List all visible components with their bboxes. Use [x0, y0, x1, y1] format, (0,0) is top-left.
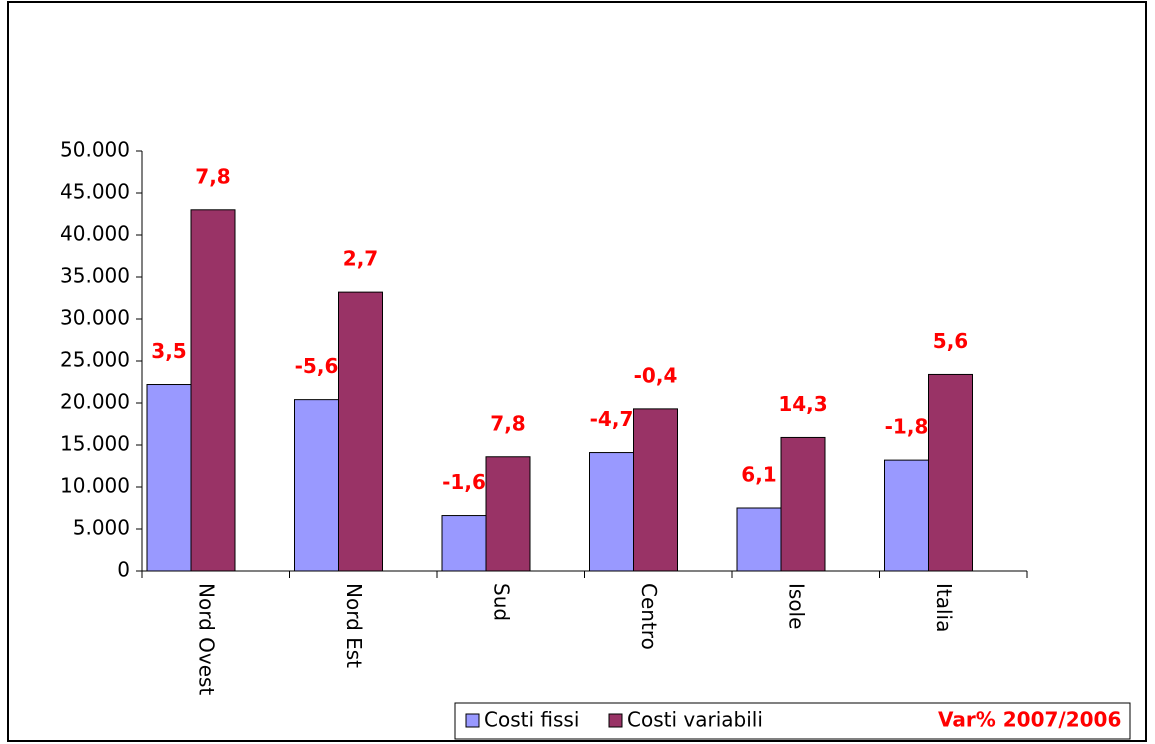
- legend-swatch: [465, 713, 480, 728]
- change-label: 3,5: [151, 339, 186, 363]
- bar: [780, 436, 826, 572]
- y-tick-label: 10.000: [60, 474, 130, 498]
- bar: [928, 373, 973, 572]
- y-tick-label: 50.000: [60, 138, 130, 162]
- bar: [294, 399, 339, 572]
- x-tick-label: Nord Ovest: [195, 583, 219, 695]
- change-label: 6,1: [741, 463, 776, 487]
- x-tick-label: Isole: [785, 583, 809, 629]
- bar: [884, 459, 929, 572]
- legend-box: [454, 702, 1131, 740]
- change-label: -1,6: [442, 470, 486, 494]
- legend-label: Costi variabili: [627, 708, 763, 732]
- y-tick-label: 25.000: [60, 348, 130, 372]
- change-label: 2,7: [343, 247, 378, 271]
- change-label: -1,8: [885, 415, 929, 439]
- bar: [190, 209, 236, 572]
- x-tick-label: Nord Est: [342, 583, 366, 668]
- x-tick-label: Sud: [490, 583, 514, 621]
- x-tick-label: Italia: [932, 583, 956, 632]
- bar: [338, 291, 383, 572]
- legend-label: Costi fissi: [484, 708, 579, 732]
- change-label: 5,6: [933, 329, 968, 353]
- y-tick-label: 40.000: [60, 222, 130, 246]
- y-tick-label: 45.000: [60, 180, 130, 204]
- bar: [146, 384, 192, 572]
- change-label: 14,3: [778, 392, 827, 416]
- bar: [485, 456, 531, 572]
- chart-border: [7, 1, 1147, 742]
- bar: [736, 507, 782, 572]
- y-tick-label: 15.000: [60, 432, 130, 456]
- y-tick-label: 30.000: [60, 306, 130, 330]
- change-label: 7,8: [195, 164, 230, 188]
- legend-swatch: [608, 713, 623, 728]
- y-tick-label: 0: [117, 558, 130, 582]
- change-label: -4,7: [590, 407, 634, 431]
- y-tick-label: 5.000: [73, 516, 130, 540]
- bar: [589, 452, 634, 572]
- change-label: 7,8: [490, 411, 525, 435]
- legend-change: Var% 2007/2006: [938, 708, 1121, 732]
- change-label: -5,6: [295, 354, 339, 378]
- y-tick-label: 20.000: [60, 390, 130, 414]
- bar: [633, 408, 678, 572]
- x-tick-label: Centro: [637, 583, 661, 650]
- y-tick-label: 35.000: [60, 264, 130, 288]
- bar: [441, 515, 487, 572]
- change-label: -0,4: [634, 363, 678, 387]
